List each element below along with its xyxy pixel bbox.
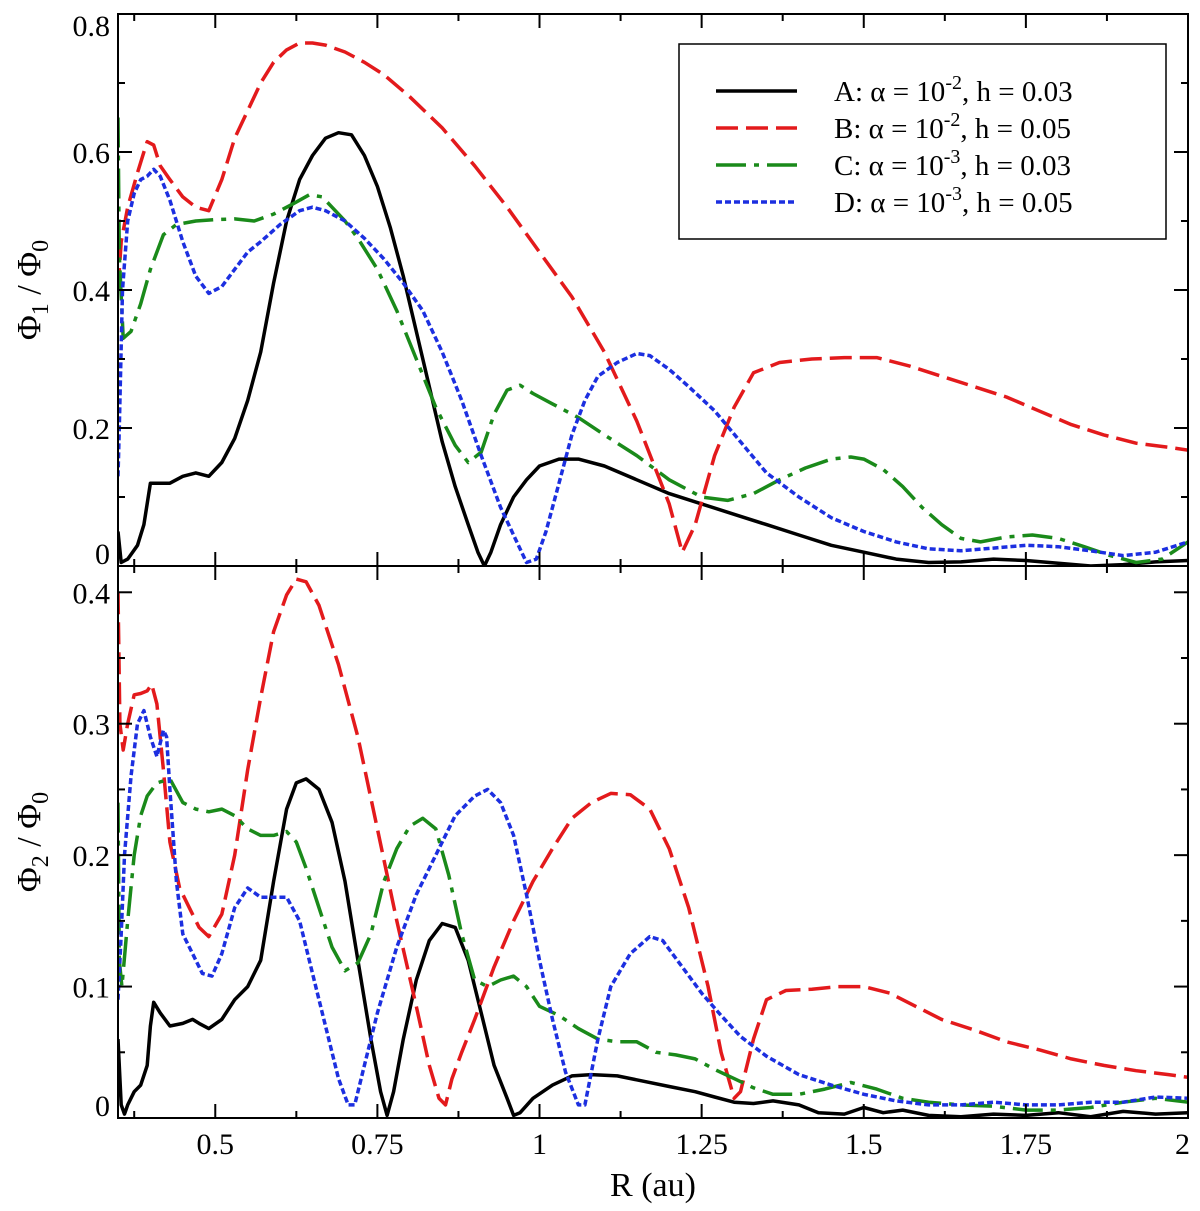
y-axis-label: Φ2 / Φ0 — [11, 792, 54, 892]
legend-label-D: D: α = 10-3, h = 0.05 — [834, 183, 1073, 219]
series-C-line — [118, 117, 1188, 565]
y-tick-label: 0.2 — [73, 840, 111, 873]
y-tick-label: 0 — [95, 538, 110, 571]
x-tick-label: 1.5 — [845, 1128, 883, 1161]
series-B-line — [118, 41, 1188, 554]
y-tick-label: 0.3 — [73, 709, 111, 742]
series-D-line — [118, 708, 1188, 1107]
y-tick-label: 0.1 — [73, 972, 111, 1005]
y-tick-label: 0 — [95, 1090, 110, 1123]
y-label-tail: / Φ — [11, 252, 48, 303]
series-B-line — [118, 577, 1188, 1107]
x-tick-label: 0.5 — [197, 1128, 235, 1161]
y-label-sub2: 0 — [28, 792, 54, 804]
x-tick-label: 0.75 — [351, 1128, 404, 1161]
series-D-line — [118, 167, 1188, 565]
x-tick-label: 1.75 — [1000, 1128, 1053, 1161]
y-axis-label: Φ1 / Φ0 — [11, 240, 54, 340]
legend-label-C: C: α = 10-3, h = 0.03 — [834, 146, 1071, 182]
y-label-sub2: 0 — [28, 240, 54, 252]
panel-2: 00.10.20.30.4Φ2 / Φ00.5 0.75 1 1.25 1.5 1.75 2… — [11, 565, 1190, 1204]
series-A-line — [118, 130, 1188, 566]
y-label-tail: / Φ — [11, 804, 48, 855]
x-tick-label: 2 — [1175, 1128, 1190, 1161]
y-tick-label: 0.6 — [73, 137, 111, 170]
x-axis-label: R (au) — [610, 1167, 696, 1204]
x-tick-label: 1.25 — [675, 1128, 728, 1161]
legend-label-A: A: α = 10-2, h = 0.03 — [834, 72, 1073, 108]
plot-frame — [117, 565, 1189, 1119]
series-A-line — [118, 777, 1188, 1118]
y-label-symbol: Φ — [11, 867, 48, 892]
panel-1: 00.20.40.60.8Φ1 / Φ0 — [11, 10, 1189, 571]
y-tick-label: 0.4 — [73, 275, 111, 308]
y-tick-label: 0.4 — [73, 577, 111, 610]
series-C-line — [118, 777, 1188, 1112]
y-tick-label: 0.8 — [73, 10, 111, 43]
legend-label-B: B: α = 10-2, h = 0.05 — [834, 109, 1071, 145]
legend-box — [678, 43, 1167, 240]
y-label-symbol: Φ — [11, 315, 48, 340]
x-tick-label: 1 — [532, 1128, 547, 1161]
legend: A: α = 10-2, h = 0.03B: α = 10-2, h = 0.… — [678, 43, 1167, 240]
y-tick-label: 0.2 — [73, 413, 111, 446]
y-label-sub: 2 — [28, 855, 54, 867]
y-label-sub: 1 — [28, 303, 54, 315]
